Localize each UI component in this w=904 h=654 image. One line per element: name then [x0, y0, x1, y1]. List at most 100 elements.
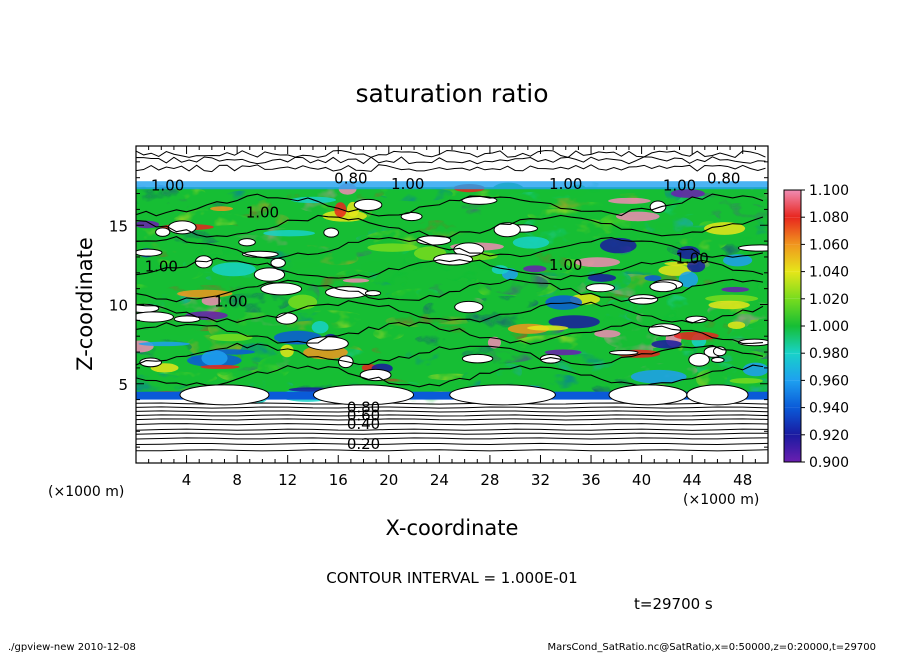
contour-bump — [449, 384, 556, 406]
colorbar-segment — [784, 244, 801, 272]
field-patch — [138, 341, 190, 347]
y-axis: 5 10 15 — [109, 161, 768, 448]
contour-line — [136, 278, 764, 303]
field-hole — [649, 200, 667, 214]
field-patch — [260, 337, 278, 344]
contour-bump — [608, 384, 688, 406]
contour-label: 1.00 — [675, 250, 708, 268]
field-patch — [209, 333, 253, 342]
field-patch — [211, 262, 256, 277]
field-patch — [630, 369, 687, 384]
field-patch — [159, 324, 201, 336]
field-patch — [311, 321, 329, 334]
colorbar-segment — [784, 190, 801, 218]
colorbar-label: 1.020 — [809, 292, 849, 308]
colorbar-segment — [784, 271, 801, 299]
field-patch — [496, 363, 523, 381]
field-patch — [175, 265, 204, 280]
contour-label: 0.40 — [347, 415, 380, 433]
field-upper-edge — [136, 181, 768, 190]
field-patch — [615, 211, 660, 222]
field-patch — [742, 362, 768, 377]
field-patch — [219, 292, 291, 313]
field-hole — [238, 238, 256, 247]
field-patch — [514, 335, 584, 351]
field-patch — [342, 278, 370, 283]
x-tick-label: 32 — [531, 471, 550, 489]
field-hole — [711, 357, 725, 363]
time-label: t=29700 s — [634, 595, 713, 613]
contour-line — [136, 164, 766, 173]
colorbar-segment — [784, 353, 801, 381]
x-tick-label: 36 — [581, 471, 600, 489]
contour-bump — [686, 384, 749, 406]
field-hole — [173, 315, 201, 323]
colorbar-label: 0.920 — [809, 428, 849, 444]
field-hole — [139, 357, 162, 368]
contour-label: 0.80 — [334, 169, 367, 187]
field-patch — [732, 187, 768, 201]
field-patch — [414, 334, 453, 346]
field-patch — [670, 189, 705, 198]
field-hole — [454, 300, 484, 314]
field-patch — [651, 340, 682, 349]
x-tick-label: 28 — [480, 471, 499, 489]
field-hole — [364, 290, 382, 297]
field-hole — [260, 282, 303, 296]
field-patch — [288, 294, 318, 310]
field-hole — [433, 253, 474, 266]
field-patch — [698, 199, 732, 207]
field-patch — [548, 315, 600, 329]
field-hole — [136, 248, 163, 257]
field-patch — [704, 222, 746, 235]
contour-label: 0.60 — [347, 406, 380, 424]
field-hole — [649, 281, 677, 293]
y-axis-label: Z-coordinate — [73, 237, 97, 371]
field-patch — [523, 265, 547, 273]
x-tick-label: 8 — [232, 471, 242, 489]
field-hole — [359, 368, 392, 382]
x-tick-label: 16 — [329, 471, 348, 489]
contour-line — [136, 406, 768, 409]
field-hole — [737, 338, 768, 347]
contour-line — [136, 257, 764, 281]
contour-line — [136, 423, 768, 426]
field-patch — [655, 222, 673, 230]
contour-bump — [312, 384, 415, 406]
contour-line — [136, 364, 764, 388]
field-hole — [253, 267, 286, 282]
field-patch — [201, 296, 221, 306]
field-patch — [465, 208, 483, 217]
colorbar-segment — [784, 380, 801, 408]
contour-bump — [179, 384, 270, 406]
field-patch — [166, 284, 238, 292]
field-patch — [347, 356, 392, 363]
colorbar-label: 0.960 — [809, 373, 849, 389]
field-patch — [367, 243, 418, 252]
field-patch — [210, 206, 234, 212]
contour-label: 1.00 — [151, 177, 184, 195]
contour-label: 1.00 — [663, 177, 696, 195]
field-patch — [160, 231, 228, 244]
field-patch — [599, 237, 637, 254]
x-tick-label: 4 — [182, 471, 192, 489]
x-tick-label: 48 — [733, 471, 752, 489]
contour-line — [136, 321, 763, 345]
field-patch — [617, 259, 644, 268]
field-patch — [727, 321, 746, 329]
contour-label: 1.00 — [246, 204, 279, 222]
field-patch — [136, 220, 160, 229]
footer-right: MarsCond_SatRatio.nc@SatRatio,x=0:50000,… — [547, 642, 876, 653]
field-hole — [353, 198, 383, 212]
field-hole — [323, 227, 339, 238]
field-hole — [685, 315, 708, 324]
y-tick-label: 5 — [118, 376, 128, 394]
field-patch — [714, 203, 768, 224]
saturation-field — [136, 179, 768, 406]
field-patch — [334, 202, 347, 218]
colorbar-label: 0.980 — [809, 346, 849, 362]
field-patch — [521, 217, 578, 239]
colorbar-segment — [784, 298, 801, 326]
contour-line — [136, 418, 768, 421]
field-hole — [493, 222, 521, 238]
